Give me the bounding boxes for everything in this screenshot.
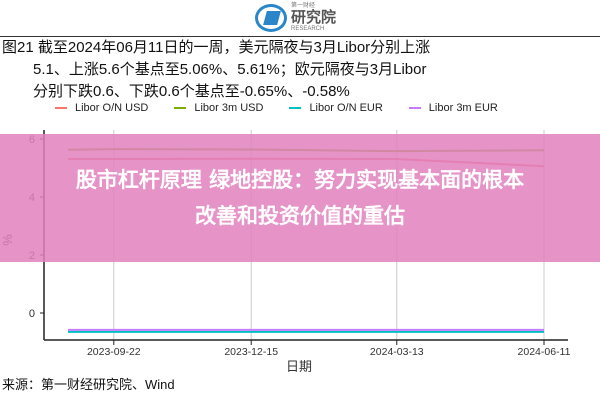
legend-item: Libor 3m USD [174,102,263,115]
x-tick-label: 2023-09-22 [87,346,141,358]
banner-line-2: 改善和投资价值的重估 [195,204,405,228]
overlay-banner[interactable]: 股市杠杆原理 绿地控股：努力实现基本面的根本 改善和投资价值的重估 [0,134,600,262]
logo-name: 研究院 [291,9,337,26]
legend-item: Libor O/N EUR [289,102,383,115]
caption-line-3: 分别下跌0.6、下跌0.6个基点至-0.65%、-0.58% [33,83,350,100]
x-tick-label: 2024-03-13 [370,346,424,358]
legend-item: Libor O/N USD [55,102,148,115]
logo-sub: RESEARCH [291,26,325,32]
banner-line-1: 股市杠杆原理 绿地控股：努力实现基本面的根本 [75,168,525,192]
logo-icon [255,4,287,32]
logo: 第一财经 研究院 RESEARCH [255,3,336,33]
logo-top: 第一财经 [291,3,316,9]
source-note: 来源：第一财经研究院、Wind [2,377,175,392]
y-tick-label: 0 [29,308,35,320]
divider [0,36,600,37]
x-axis-label: 日期 [286,359,313,374]
x-tick-label: 2023-12-15 [224,346,278,358]
legend: Libor O/N USD Libor 3m USD Libor O/N EUR… [55,102,498,115]
caption-line-2: 5.1、上涨5.6个基点至5.06%、5.61%；欧元隔夜与3月Libor [33,61,427,78]
x-tick-label: 2024-06-11 [518,346,571,358]
caption-line-1: 图21 截至2024年06月11日的一周，美元隔夜与3月Libor分别上涨 [2,39,431,56]
legend-item: Libor 3m EUR [408,102,498,115]
